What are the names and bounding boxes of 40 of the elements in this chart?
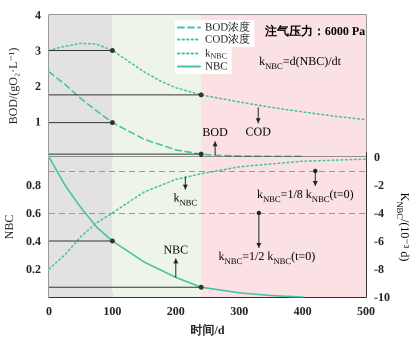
annotation: BOD: [202, 124, 228, 139]
annotation: COD: [246, 124, 272, 138]
y2-tick-label: -10: [374, 290, 390, 304]
x-tick-label: 0: [46, 304, 52, 318]
x-tick-label: 200: [166, 304, 185, 318]
y-tick-label: 0.8: [26, 178, 41, 192]
annotation: k$_{NBC}$: [173, 190, 198, 208]
line-series: [48, 42, 367, 121]
legend-label: NBC: [205, 60, 228, 72]
y2-tick-label: 0: [374, 150, 380, 164]
point: [110, 120, 115, 126]
point: [198, 152, 204, 157]
line-series: [48, 71, 304, 158]
annotation: NBC: [163, 242, 188, 256]
annotation: k$_{NBC}$=d(NBC)/dt: [259, 54, 342, 71]
legend-label: BOD浓度: [205, 20, 250, 34]
annotation: k$_{NBC}$=1/2 k$_{NBC}$(t=0): [218, 248, 316, 266]
y-axis-title: BOD/(gO₂·L⁻¹): [6, 48, 20, 124]
y-tick-label: 3: [35, 44, 41, 58]
y-tick-label: 0.6: [26, 206, 41, 220]
x-tick-label: 100: [103, 304, 122, 318]
x-tick-label: 500: [357, 304, 375, 318]
y-tick-label: 1: [35, 114, 41, 128]
annotation: k$_{NBC}$=1/8 k$_{NBC}$(t=0): [256, 186, 354, 204]
y-axis-title: NBC: [2, 214, 16, 240]
y-tick-label: 0.2: [26, 262, 41, 276]
y2-tick-label: -8: [374, 262, 384, 276]
y-tick-label: 0.4: [26, 234, 41, 248]
x-tick-label: 300: [230, 304, 248, 318]
y-tick-label: 2: [35, 79, 41, 93]
x-axis-title: 时间/d: [190, 323, 225, 337]
y2-tick-label: -4: [374, 206, 384, 220]
x-tick-label: 400: [294, 304, 312, 318]
legend-label: COD浓度: [205, 32, 250, 46]
point: [110, 48, 115, 53]
y2-tick-label: -6: [374, 234, 384, 248]
y2-tick-label: -2: [374, 178, 384, 192]
annotation: 注气压力：6000 Pa: [264, 24, 366, 38]
point: [198, 92, 204, 98]
y-tick-label: 4: [35, 8, 41, 22]
